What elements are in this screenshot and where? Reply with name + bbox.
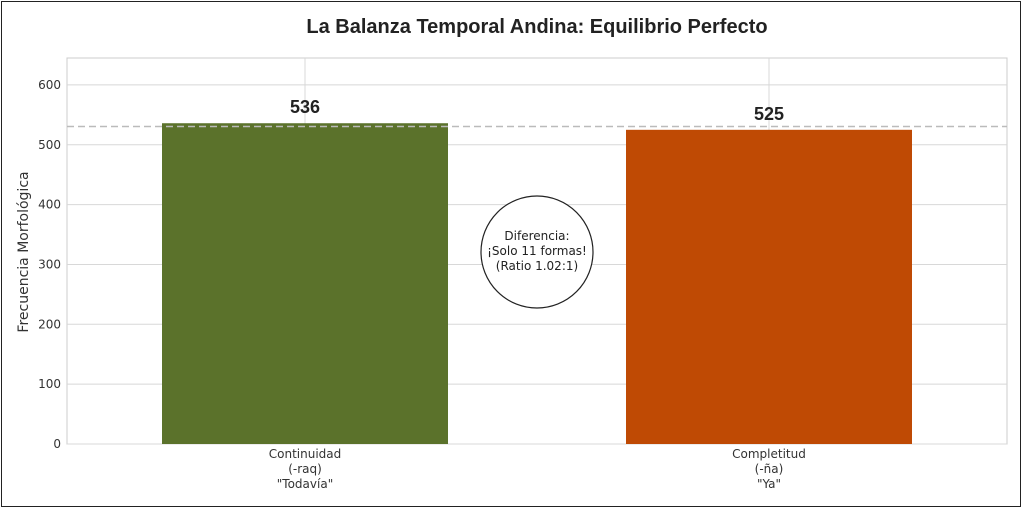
annotation-text: Diferencia:: [504, 229, 569, 243]
bar: [626, 129, 912, 444]
y-tick-label: 200: [38, 317, 61, 331]
x-tick-label: Continuidad: [269, 447, 342, 461]
bar-value-label: 536: [290, 97, 320, 117]
annotation-text: ¡Solo 11 formas!: [487, 244, 587, 258]
x-tick-label: Completitud: [732, 447, 806, 461]
chart-title: La Balanza Temporal Andina: Equilibrio P…: [306, 16, 767, 38]
plot-area: 0 100 200 300 400 500 600 536 525 Continuidad(-ra…: [38, 57, 1008, 491]
bar-value-label: 525: [754, 104, 784, 124]
x-tick-label: "Todavía": [277, 477, 333, 491]
y-axis-label: Frecuencia Morfológica: [16, 171, 32, 332]
y-tick-label: 0: [53, 437, 61, 451]
y-tick-label: 100: [38, 377, 61, 391]
bar: [162, 123, 448, 444]
y-tick-label: 400: [38, 198, 61, 212]
annotation-text: (Ratio 1.02:1): [496, 259, 578, 273]
y-tick-label: 600: [38, 78, 61, 92]
x-tick-label: "Ya": [757, 477, 781, 491]
y-tick-label: 500: [38, 138, 61, 152]
annotation-circle: [480, 195, 594, 309]
x-tick-label: (-ña): [755, 462, 784, 476]
x-tick-label: (-raq): [288, 462, 322, 476]
y-tick-label: 300: [38, 257, 61, 271]
